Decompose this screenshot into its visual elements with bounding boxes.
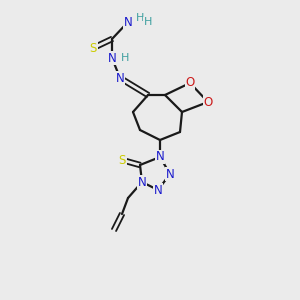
Text: N: N (116, 71, 124, 85)
Text: H: H (136, 13, 144, 23)
Text: N: N (166, 167, 174, 181)
Text: O: O (203, 95, 213, 109)
Text: N: N (138, 176, 146, 188)
Text: N: N (108, 52, 116, 64)
Text: S: S (118, 154, 126, 166)
Text: H: H (121, 53, 129, 63)
Text: H: H (144, 17, 152, 27)
Text: N: N (156, 151, 164, 164)
Text: O: O (185, 76, 195, 89)
Text: N: N (124, 16, 132, 28)
Text: S: S (89, 41, 97, 55)
Text: N: N (154, 184, 162, 196)
